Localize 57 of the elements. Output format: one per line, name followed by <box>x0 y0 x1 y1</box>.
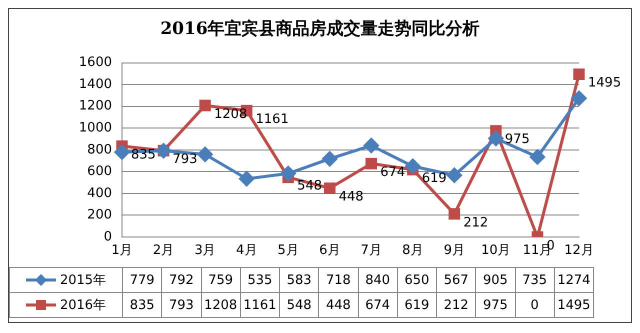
data-label: 792 <box>162 268 201 292</box>
data-label: 1161 <box>240 292 280 318</box>
x-tick-label: 2月 <box>152 243 174 258</box>
y-tick-label: 1200 <box>78 98 112 114</box>
annotation: 793 <box>172 152 198 168</box>
data-label: 835 <box>122 292 162 318</box>
data-label: 548 <box>280 292 319 318</box>
data-label: 619 <box>397 292 436 318</box>
data-label: 448 <box>318 292 358 318</box>
data-label: 650 <box>397 268 436 292</box>
data-label: 212 <box>436 292 476 318</box>
y-tick-label: 400 <box>87 186 112 201</box>
x-tick-label: 4月 <box>236 243 258 258</box>
data-label: 840 <box>358 268 398 292</box>
legend-label: 2016年 <box>60 296 106 314</box>
x-tick-label: 10月 <box>481 243 511 258</box>
chart-title: 2016年宜宾县商品房成交量走势同比分析 <box>159 18 481 41</box>
data-label: 535 <box>240 268 280 292</box>
annotation: 1208 <box>214 106 248 122</box>
annotation: 619 <box>422 170 447 186</box>
data-label: 583 <box>280 268 319 292</box>
data-label: 905 <box>476 268 515 292</box>
y-tick-label: 1600 <box>78 55 112 70</box>
x-tick-label: 12月 <box>564 243 594 258</box>
y-tick-label: 1400 <box>78 76 112 92</box>
data-label: 567 <box>436 268 476 292</box>
annotation: 674 <box>380 164 406 180</box>
data-label: 735 <box>515 268 554 292</box>
y-tick-label: 1000 <box>78 120 112 136</box>
y-tick-label: 800 <box>87 142 112 158</box>
x-tick-label: 7月 <box>360 243 382 258</box>
data-label: 0 <box>515 292 554 318</box>
annotation: 212 <box>463 215 488 230</box>
data-label: 793 <box>162 292 201 318</box>
data-label: 1274 <box>554 268 594 292</box>
data-label: 674 <box>358 292 398 318</box>
x-tick-label: 1月 <box>111 243 133 258</box>
y-tick-label: 0 <box>104 229 112 244</box>
x-tick-label: 3月 <box>194 243 216 258</box>
annotation: 548 <box>297 178 322 194</box>
x-tick-label: 9月 <box>444 243 466 258</box>
annotation: 1495 <box>588 76 622 91</box>
annotation: 975 <box>504 132 530 148</box>
data-label: 1208 <box>201 292 240 318</box>
data-label: 1495 <box>554 292 594 318</box>
y-tick-label: 200 <box>87 208 112 223</box>
x-tick-label: 6月 <box>319 243 340 258</box>
data-label: 759 <box>201 268 240 292</box>
x-tick-label: 5月 <box>278 243 299 258</box>
x-tick-label: 8月 <box>402 243 424 258</box>
annotation: 448 <box>338 190 364 205</box>
data-label: 718 <box>318 268 358 292</box>
y-tick-label: 600 <box>87 164 112 180</box>
data-label: 975 <box>476 292 515 318</box>
data-label: 779 <box>122 268 162 292</box>
legend-label: 2015年 <box>60 272 106 288</box>
annotation: 1161 <box>256 112 289 127</box>
